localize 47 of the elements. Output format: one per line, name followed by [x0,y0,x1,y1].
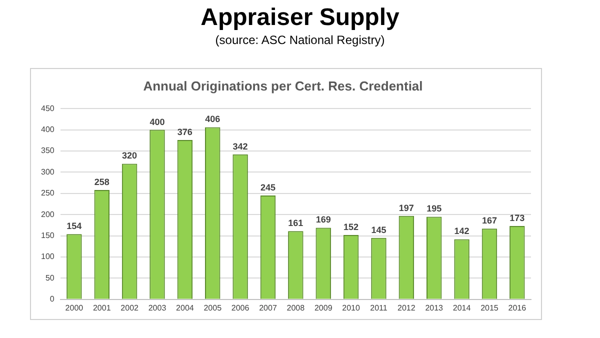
x-tick-label: 2004 [176,303,194,312]
x-tick-label: 2008 [286,303,306,312]
data-label: 169 [316,214,331,225]
x-tick-label: 2005 [204,303,222,312]
x-tick-label: 2012 [398,303,416,312]
y-tick-label: 350 [40,146,55,156]
y-tick-label: 450 [40,104,55,113]
data-label: 342 [232,141,248,152]
data-label: 167 [482,216,497,226]
x-tick-label: 2015 [480,303,499,312]
x-tick-label: 2009 [314,303,333,312]
data-label: 161 [288,218,304,228]
data-label: 152 [344,222,359,232]
y-tick-label: 300 [40,167,55,176]
data-label: 376 [177,126,192,137]
x-tick-label: 2010 [342,303,360,312]
y-tick-label: 150 [40,231,55,240]
y-tick-label: 100 [40,252,55,262]
x-tick-label: 2000 [65,303,84,312]
y-tick-label: 50 [45,273,55,282]
data-label: 173 [510,213,525,224]
data-label: 197 [398,202,414,213]
data-label: 320 [122,150,138,161]
data-label: 142 [454,226,470,236]
y-tick-label: 250 [40,188,55,198]
x-tick-label: 2007 [259,303,278,312]
data-label: 245 [260,182,276,193]
y-tick-label: 400 [40,125,55,134]
data-label: 258 [94,176,110,187]
x-tick-label: 2002 [120,303,140,312]
y-tick-label: 0 [50,294,55,304]
chart-subtitle: (source: ASC National Registry) [214,32,386,48]
x-tick-label: 2011 [370,303,388,312]
data-label: 400 [150,116,165,127]
x-tick-label: 2014 [452,303,472,312]
x-tick-label: 2003 [148,303,167,312]
data-label: 145 [371,224,386,235]
y-tick-label: 200 [40,210,55,219]
data-label: 195 [426,204,442,214]
chart-title: Appraiser Supply [200,4,400,32]
x-tick-label: 2013 [425,303,444,312]
x-tick-label: 2016 [508,303,527,312]
data-label: 154 [66,221,82,232]
x-tick-label: 2001 [92,303,112,312]
text: Annual Originations per Cert. Res. Credential [143,78,423,94]
data-label: 406 [205,114,220,124]
x-tick-label: 2006 [231,303,250,312]
